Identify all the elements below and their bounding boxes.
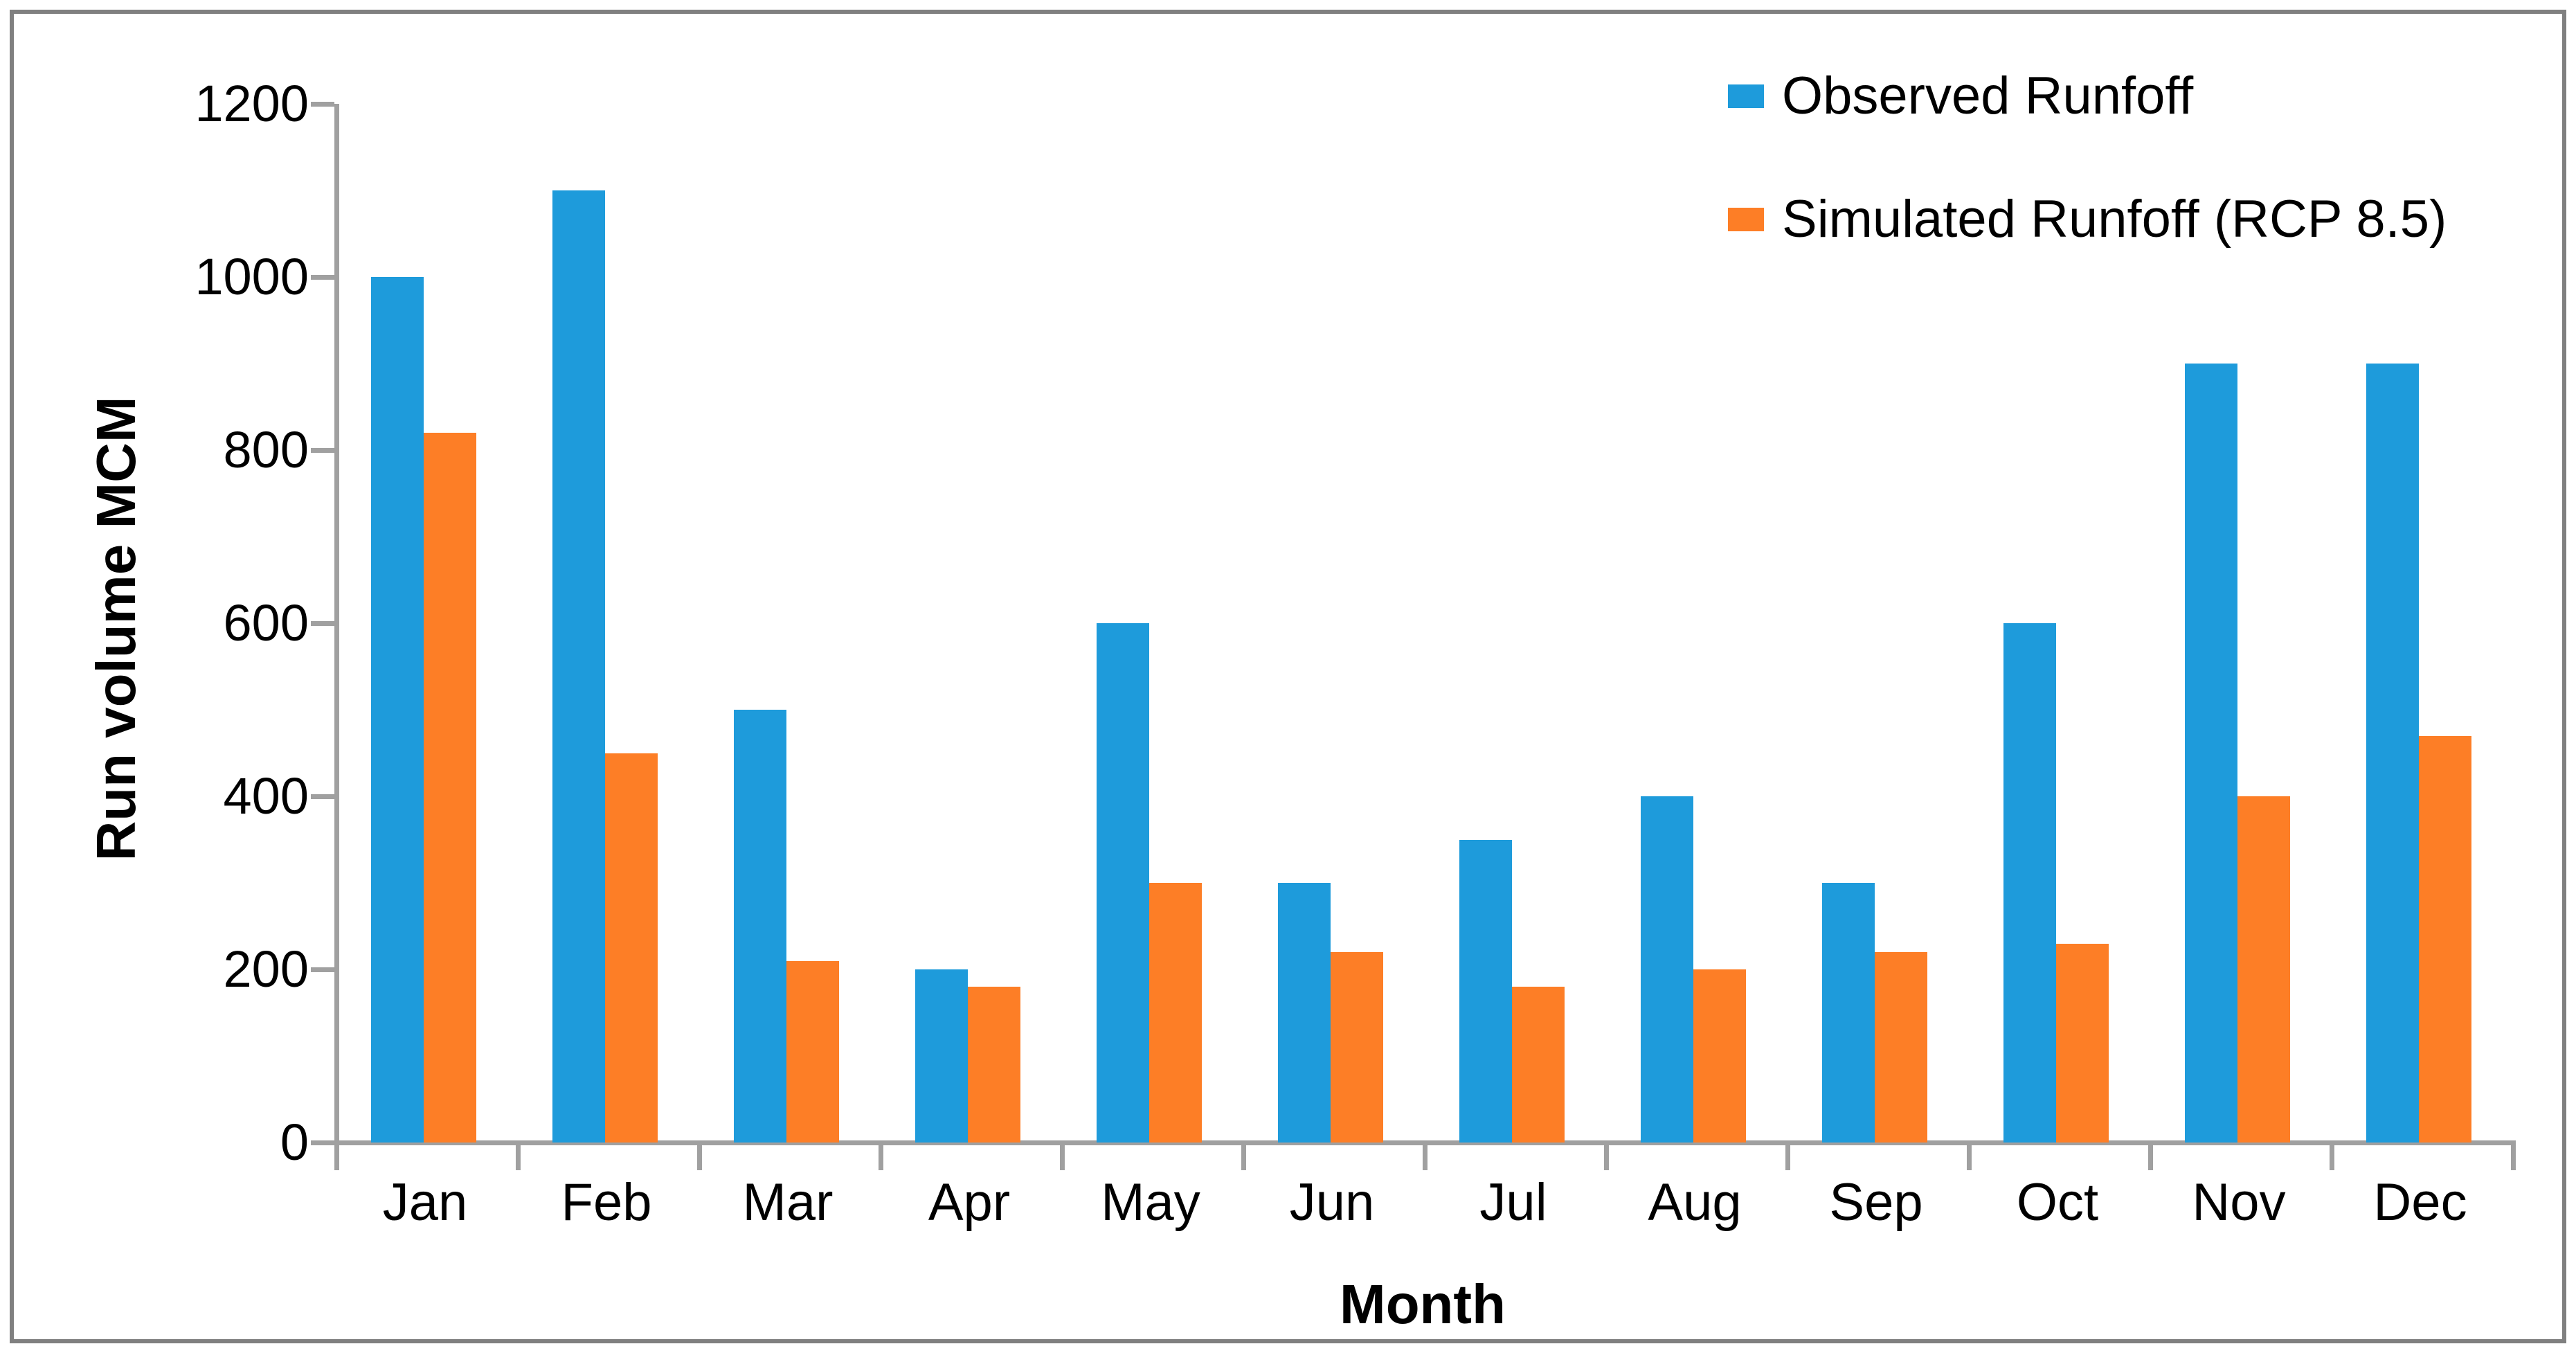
bar-mar-simulated [786,960,839,1143]
legend-swatch-icon [1728,208,1764,231]
x-axis-category-label: Apr [928,1173,1011,1232]
x-axis-category-label: Feb [561,1173,652,1232]
x-axis-category-label: Oct [2016,1173,2099,1232]
legend-item: Observed Runfoff [1728,64,2447,129]
x-axis-category-label: Aug [1648,1173,1742,1232]
x-axis-category-label: Mar [742,1173,834,1232]
bar-nov-simulated [2237,796,2290,1143]
bar-mar-observed [734,710,786,1143]
y-axis-tick-label: 200 [223,940,309,998]
y-axis-tick-mark [311,275,334,280]
x-axis-category-label: Sep [1829,1173,1923,1232]
x-axis-tick-mark [2330,1143,2334,1170]
bar-dec-observed [2366,364,2419,1143]
x-axis-category-label: Jan [382,1173,468,1232]
bar-sep-observed [1822,883,1875,1143]
y-axis-tick-label: 1200 [195,75,309,132]
bar-nov-observed [2185,364,2237,1143]
bar-apr-observed [915,969,968,1143]
bar-feb-simulated [605,753,658,1143]
bar-jan-simulated [424,433,476,1143]
bar-jan-observed [371,277,424,1143]
x-axis-tick-mark [2511,1143,2516,1170]
x-axis-category-label: May [1101,1173,1200,1232]
x-axis-tick-mark [1785,1143,1790,1170]
bar-jun-simulated [1331,952,1383,1143]
bar-aug-simulated [1693,969,1746,1143]
y-axis-tick-mark [311,102,334,107]
x-axis-title: Month [1340,1273,1506,1335]
x-axis-tick-mark [1241,1143,1246,1170]
y-axis-tick-label: 1000 [195,248,309,305]
legend-label: Observed Runfoff [1782,66,2194,125]
x-axis-tick-mark [879,1143,883,1170]
legend: Observed Runfoff Simulated Runfoff (RCP 8… [1728,64,2447,310]
bar-may-observed [1097,623,1149,1143]
y-axis-tick-label: 600 [223,594,309,652]
bar-apr-simulated [968,987,1020,1143]
y-axis-tick-mark [311,1140,334,1145]
y-axis-tick-mark [311,967,334,972]
y-axis-tick-mark [311,448,334,453]
x-axis-category-label: Jul [1479,1173,1547,1232]
bar-oct-observed [2003,623,2056,1143]
y-axis-tick-mark [311,621,334,626]
legend-label: Simulated Runfoff (RCP 8.5) [1782,190,2447,249]
x-axis-category-label: Nov [2192,1173,2286,1232]
bar-may-simulated [1149,883,1202,1143]
bar-dec-simulated [2419,735,2471,1143]
bar-feb-observed [552,190,605,1143]
x-axis-tick-mark [697,1143,702,1170]
y-axis-tick-label: 800 [223,421,309,478]
bar-jun-observed [1278,883,1331,1143]
bar-oct-simulated [2056,943,2109,1143]
y-axis-tick-label: 400 [223,767,309,825]
bar-jul-observed [1459,839,1512,1143]
legend-swatch-icon [1728,84,1764,108]
bar-jul-simulated [1512,987,1565,1143]
x-axis-tick-mark [1423,1143,1427,1170]
legend-item: Simulated Runfoff (RCP 8.5) [1728,187,2447,252]
x-axis-tick-mark [516,1143,521,1170]
y-axis-tick-label: 0 [280,1113,309,1171]
bar-sep-simulated [1875,952,1927,1143]
x-axis-tick-mark [1060,1143,1065,1170]
x-axis-tick-mark [1967,1143,1972,1170]
x-axis-category-label: Jun [1289,1173,1375,1232]
x-axis-tick-mark [1604,1143,1609,1170]
x-axis-tick-mark [2148,1143,2153,1170]
y-axis-tick-mark [311,794,334,799]
x-axis-category-label: Dec [2373,1173,2467,1232]
bar-aug-observed [1641,796,1693,1143]
y-axis-line [334,104,339,1170]
x-axis-tick-mark [334,1143,339,1170]
